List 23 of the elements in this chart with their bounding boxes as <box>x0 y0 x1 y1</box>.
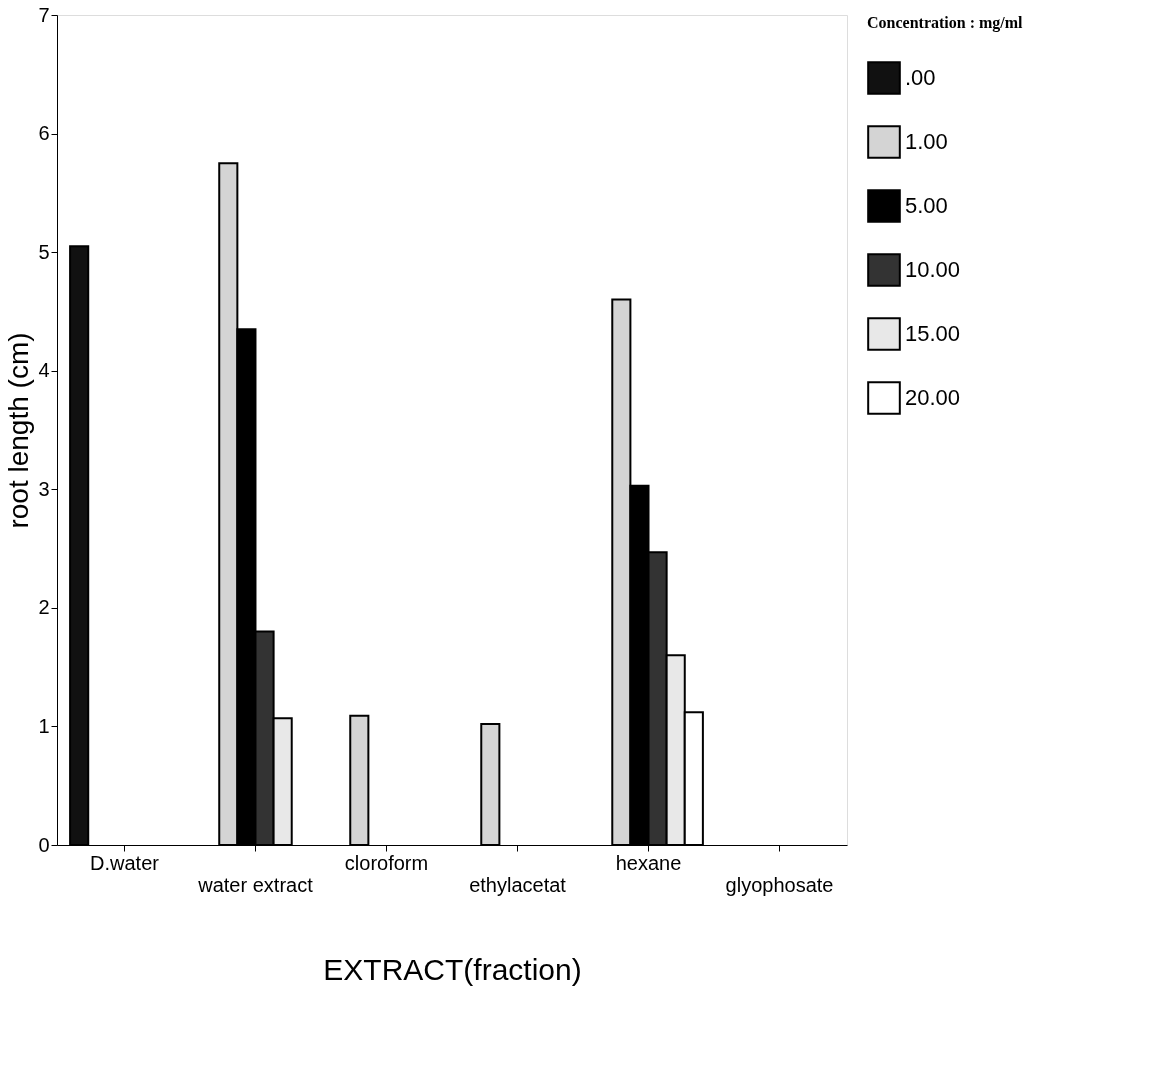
y-tick-label: 3 <box>38 477 50 500</box>
legend-label: 5.00 <box>905 193 948 218</box>
legend-label: 20.00 <box>905 385 961 410</box>
legend-label: 10.00 <box>905 257 961 282</box>
legend-label: 15.00 <box>905 321 961 346</box>
y-tick-label: 6 <box>38 122 50 145</box>
y-tick-label: 7 <box>38 3 50 26</box>
x-tick-label: D.water <box>90 851 160 874</box>
y-tick-label: 5 <box>38 240 50 263</box>
x-tick-label: hexane <box>615 851 682 874</box>
y-tick-label: 4 <box>38 359 50 382</box>
x-tick-label: ethylacetat <box>469 873 567 896</box>
x-axis-title: EXTRACT(fraction) <box>323 952 582 986</box>
legend-title: Concentration : mg/ml <box>867 14 1024 32</box>
y-tick-label: 1 <box>38 714 50 737</box>
x-tick-label: cloroform <box>344 851 429 874</box>
x-tick-label: glyophosate <box>725 873 834 896</box>
x-tick-label: water extract <box>197 873 314 896</box>
legend-label: 1.00 <box>905 129 948 154</box>
y-tick-label: 2 <box>38 596 50 619</box>
y-axis-title: root length (cm) <box>3 332 35 529</box>
legend-label: .00 <box>905 65 936 90</box>
y-tick-label: 0 <box>38 833 50 856</box>
